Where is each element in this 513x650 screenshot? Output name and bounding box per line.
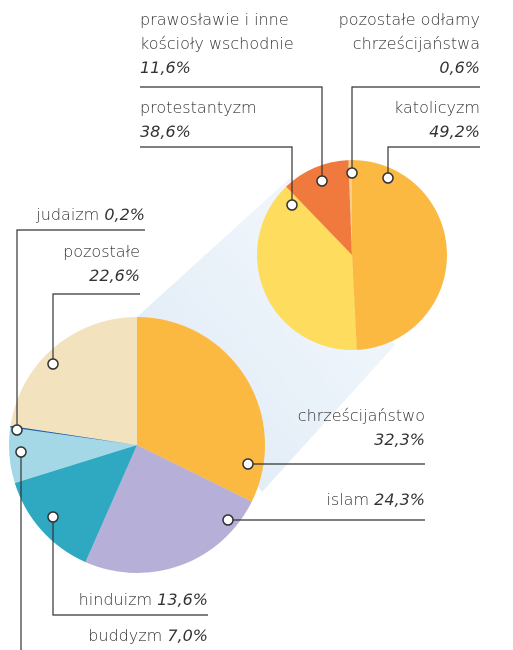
slice-label: pozostałe 22,6% <box>63 240 140 288</box>
leader-dot <box>11 424 23 436</box>
category-name: prawosławie i inne kościoły wschodnie <box>140 10 294 53</box>
pie-slice <box>348 160 352 255</box>
category-name: katolicyzm <box>394 98 480 117</box>
pie-slice <box>9 427 137 484</box>
leader-dot <box>346 167 358 179</box>
value-label: 32,3% <box>374 430 425 449</box>
leader-dot <box>47 358 59 370</box>
slice-label: protestantyzm 38,6% <box>140 96 257 144</box>
pie-slice <box>85 445 252 573</box>
value-label: 7,0% <box>167 626 208 645</box>
leader-line <box>140 146 293 205</box>
leader-dot <box>242 458 254 470</box>
pie-slice <box>286 160 352 255</box>
category-name: buddyzm <box>88 626 163 645</box>
slice-label: pozostałe odłamy chrześcijaństwa 0,6% <box>339 8 480 80</box>
value-label: 0,6% <box>439 58 480 77</box>
slice-label: chrześcijaństwo 32,3% <box>298 404 425 452</box>
value-label: 38,6% <box>140 122 191 141</box>
leader-line <box>52 517 208 616</box>
leader-dot <box>382 172 394 184</box>
leader-dot <box>222 514 234 526</box>
category-name: judaizm <box>36 205 100 224</box>
leader-line <box>351 86 480 173</box>
slice-label: buddyzm 7,0% <box>88 624 208 648</box>
leader-line <box>387 146 480 178</box>
category-name: pozostałe <box>63 242 140 261</box>
pie-slice <box>10 317 138 445</box>
pie-slice <box>257 186 357 350</box>
slice-label: prawosławie i inne kościoły wschodnie 11,… <box>140 8 294 80</box>
leader-line <box>16 229 145 430</box>
value-label: 13,6% <box>157 590 208 609</box>
category-name: hinduizm <box>78 590 153 609</box>
slice-label: katolicyzm 49,2% <box>394 96 480 144</box>
leader-line <box>140 86 323 181</box>
slice-label: islam 24,3% <box>326 488 425 512</box>
leader-dot <box>47 511 59 523</box>
pie-slice <box>14 445 138 563</box>
category-name: pozostałe odłamy chrześcijaństwa <box>338 10 480 53</box>
category-name: islam <box>326 490 370 509</box>
value-label: 11,6% <box>140 58 191 77</box>
leader-dot <box>316 175 328 187</box>
leader-dot <box>286 199 298 211</box>
value-label: 49,2% <box>429 122 480 141</box>
slice-label: judaizm 0,2% <box>36 203 145 227</box>
leader-dot <box>15 446 27 458</box>
value-label: 24,3% <box>374 490 425 509</box>
slice-label: hinduizm 13,6% <box>79 588 208 612</box>
pie-slice <box>352 160 448 350</box>
value-label: 0,2% <box>104 205 145 224</box>
category-name: protestantyzm <box>140 98 257 117</box>
leader-line <box>52 293 140 364</box>
category-name: chrześcijaństwo <box>297 406 425 425</box>
pie-slice <box>10 425 137 445</box>
pie-slice <box>137 317 265 502</box>
value-label: 22,6% <box>89 266 140 285</box>
